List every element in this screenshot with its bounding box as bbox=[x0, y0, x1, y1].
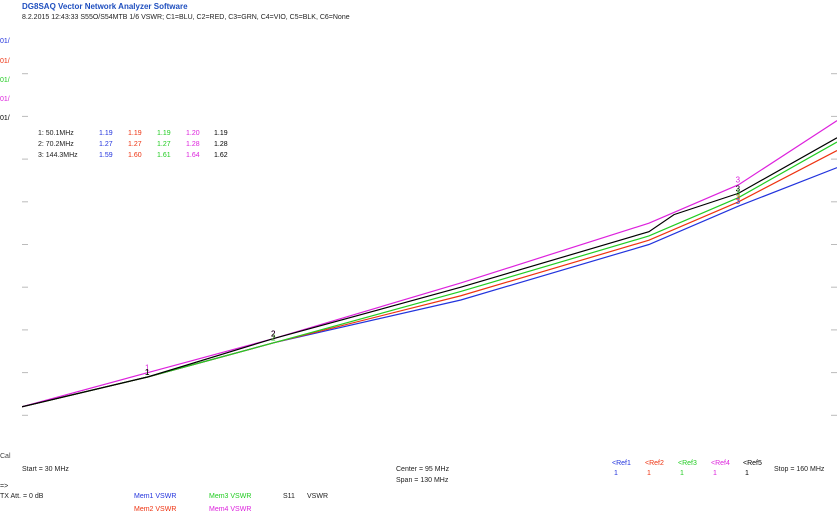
marker-label: 3 bbox=[736, 193, 741, 202]
mem3-label[interactable]: Mem3 VSWR bbox=[209, 493, 252, 500]
marker-label: 3 bbox=[736, 197, 741, 206]
arrow-indicator: => bbox=[0, 483, 9, 490]
marker-label: 2 bbox=[271, 329, 276, 338]
marker-row-label: 1: 50.1MHz bbox=[38, 130, 74, 137]
marker-label: 2 bbox=[271, 334, 276, 343]
marker-label: 1 bbox=[145, 368, 150, 377]
marker-value: 1.28 bbox=[214, 141, 228, 148]
trace-c5 bbox=[22, 137, 837, 408]
mem1-label[interactable]: Mem1 VSWR bbox=[134, 493, 177, 500]
axis-label-c5: 01/ bbox=[0, 115, 10, 122]
marker-label: 3 bbox=[736, 189, 741, 198]
mem4-label[interactable]: Mem4 VSWR bbox=[209, 506, 252, 513]
marker-value: 1.61 bbox=[157, 152, 171, 159]
tx-attenuation[interactable]: TX Att. = 0 dB bbox=[0, 493, 44, 500]
marker-value: 1.27 bbox=[157, 141, 171, 148]
marker-label: 3 bbox=[736, 176, 741, 185]
marker-label: 2 bbox=[271, 334, 276, 343]
plot-traces bbox=[22, 120, 837, 408]
stop-frequency: Stop = 160 MHz bbox=[774, 466, 825, 473]
ref5-value: 1 bbox=[745, 470, 749, 477]
marker-value: 1.19 bbox=[128, 130, 142, 137]
marker-label: 1 bbox=[145, 368, 150, 377]
ref4-value: 1 bbox=[713, 470, 717, 477]
marker-value: 1.20 bbox=[186, 130, 200, 137]
measurement-info: 8.2.2015 12:43:33 S55O/S54MTB 1/6 VSWR; … bbox=[22, 14, 350, 21]
s11-label[interactable]: S11 bbox=[283, 493, 295, 500]
ref1-button[interactable]: <Ref1 bbox=[612, 460, 631, 467]
ref4-button[interactable]: <Ref4 bbox=[711, 460, 730, 467]
marker-value: 1.19 bbox=[214, 130, 228, 137]
ref5-button[interactable]: <Ref5 bbox=[743, 460, 762, 467]
marker-label: 1 bbox=[145, 368, 150, 377]
marker-value: 1.27 bbox=[99, 141, 113, 148]
ref1-value: 1 bbox=[614, 470, 618, 477]
ref3-button[interactable]: <Ref3 bbox=[678, 460, 697, 467]
ref2-value: 1 bbox=[647, 470, 651, 477]
start-frequency: Start = 30 MHz bbox=[22, 466, 69, 473]
marker-row-label: 3: 144.3MHz bbox=[38, 152, 78, 159]
marker-value: 1.27 bbox=[128, 141, 142, 148]
plot-grid bbox=[22, 73, 837, 416]
app-title: DG8SAQ Vector Network Analyzer Software bbox=[22, 2, 188, 11]
ref2-button[interactable]: <Ref2 bbox=[645, 460, 664, 467]
s11-mode[interactable]: VSWR bbox=[307, 493, 328, 500]
marker-label: 1 bbox=[145, 364, 150, 373]
marker-value: 1.19 bbox=[157, 130, 171, 137]
marker-value: 1.59 bbox=[99, 152, 113, 159]
axis-label-c1: 01/ bbox=[0, 38, 10, 45]
marker-label: 2 bbox=[271, 329, 276, 338]
marker-value: 1.62 bbox=[214, 152, 228, 159]
marker-value: 1.64 bbox=[186, 152, 200, 159]
axis-label-c4: 01/ bbox=[0, 96, 10, 103]
marker-value: 1.28 bbox=[186, 141, 200, 148]
marker-value: 1.19 bbox=[99, 130, 113, 137]
marker-label: 2 bbox=[271, 334, 276, 343]
ref3-value: 1 bbox=[680, 470, 684, 477]
mem2-label[interactable]: Mem2 VSWR bbox=[134, 506, 177, 513]
cal-label: Cal bbox=[0, 453, 11, 460]
span-frequency: Span = 130 MHz bbox=[396, 477, 449, 484]
marker-row-label: 2: 70.2MHz bbox=[38, 141, 74, 148]
marker-label: 1 bbox=[145, 368, 150, 377]
center-frequency: Center = 95 MHz bbox=[396, 466, 450, 473]
trace-c4 bbox=[22, 120, 837, 408]
marker-label: 3 bbox=[736, 184, 741, 193]
marker-value: 1.60 bbox=[128, 152, 142, 159]
axis-label-c2: 01/ bbox=[0, 58, 10, 65]
axis-label-c3: 01/ bbox=[0, 77, 10, 84]
